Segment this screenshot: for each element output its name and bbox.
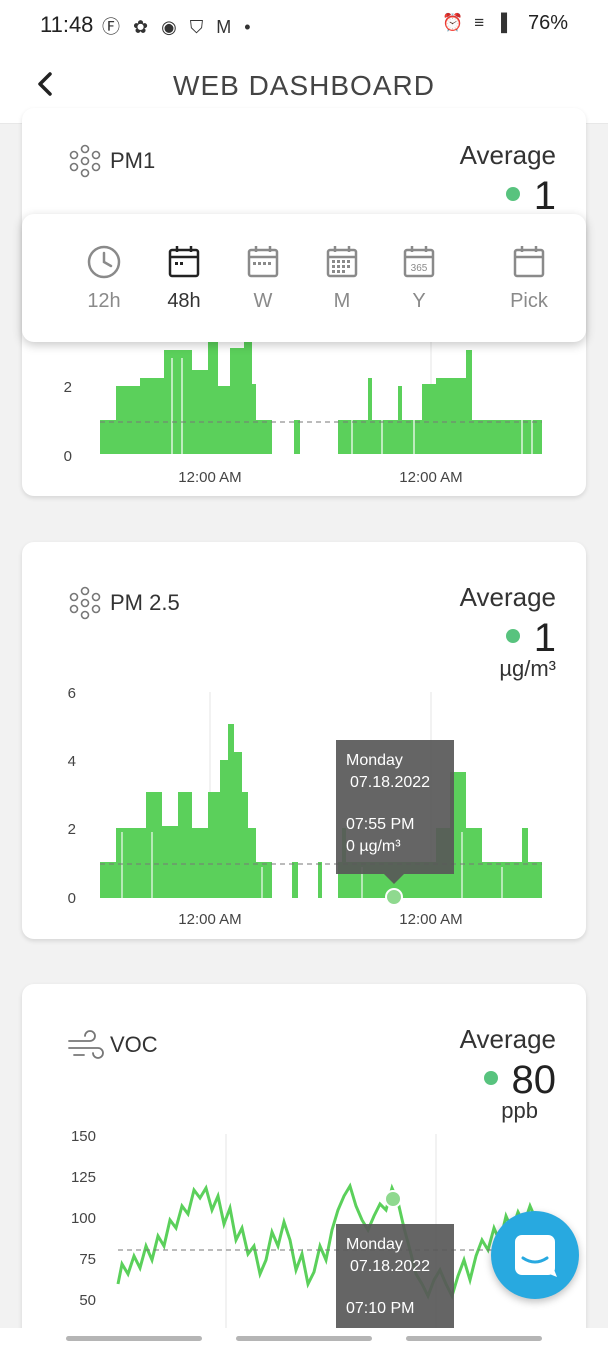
hover-point (384, 1190, 402, 1208)
average-unit: µg/m³ (499, 656, 556, 681)
range-label: M (333, 290, 351, 312)
status-bar: 11:48 Ⓕ ✿ ◉ ⛉ M • ⏰ ≡ ▐ 76% (0, 0, 608, 50)
chart-tooltip: Monday 07.18.2022 07:55 PM 0 µg/m³ (336, 740, 454, 884)
average-unit: ppb (501, 1098, 538, 1123)
hover-point (385, 888, 403, 906)
back-arrow-icon[interactable] (30, 66, 60, 102)
status-time: 11:48 (40, 12, 94, 37)
range-label: Pick (510, 290, 548, 312)
pm25-series-fill (100, 724, 542, 898)
calendar-365-icon: 365 (403, 246, 435, 278)
average-label: Average (459, 140, 556, 170)
range-option-12h[interactable]: 12h (74, 244, 134, 313)
system-nav-bar (0, 1328, 608, 1350)
notification-icons: Ⓕ ✿ ◉ ⛉ M • (102, 17, 255, 37)
average-label: Average (459, 1024, 556, 1054)
tooltip-time: 07:10 PM (346, 1300, 415, 1317)
particles-icon (69, 586, 101, 620)
voc-chart[interactable]: 150 125 100 75 50 (22, 984, 586, 1350)
metric-name: PM1 (110, 148, 156, 173)
range-label: 12h (87, 290, 121, 312)
pm25-x-tick: 12:00 AM (399, 911, 462, 928)
metric-name: VOC (110, 1032, 158, 1057)
clock-icon (87, 245, 121, 279)
pm1-y-tick: 2 (64, 379, 72, 396)
calendar-pick-icon (513, 246, 545, 278)
calendar-month-icon (326, 246, 358, 278)
range-option-pick[interactable]: Pick (499, 244, 559, 313)
calendar-week-icon (247, 246, 279, 278)
pm1-series-fill (100, 338, 504, 454)
tooltip-value: 0 µg/m³ (346, 838, 401, 855)
pm1-y-tick: 0 (64, 448, 72, 465)
voc-card[interactable]: VOC Average 80 ppb 150 125 100 75 50 Mon… (22, 984, 586, 1350)
pm25-y-tick: 6 (68, 685, 76, 702)
status-dot (483, 1071, 498, 1086)
chat-icon (515, 1235, 557, 1277)
pm25-y-tick: 4 (68, 753, 76, 770)
voc-y-tick: 75 (79, 1251, 96, 1268)
metric-name: PM 2.5 (110, 590, 180, 615)
range-label: Y (412, 290, 426, 312)
tooltip-time: 07:55 PM (346, 816, 415, 833)
nav-back[interactable] (406, 1336, 542, 1341)
pm1-series-fill-b (442, 420, 542, 454)
range-option-month[interactable]: M (312, 244, 372, 313)
svg-text:365: 365 (411, 263, 428, 274)
pm25-chart[interactable]: 6 4 2 0 12:00 AM 12:00 AM (22, 542, 586, 939)
system-icons: ⏰ ≡ ▐ (442, 13, 510, 32)
nav-home[interactable] (236, 1336, 372, 1341)
voc-y-tick: 50 (79, 1292, 96, 1309)
pm25-x-tick: 12:00 AM (178, 911, 241, 928)
status-dot (505, 187, 520, 202)
voc-y-tick: 125 (71, 1169, 96, 1186)
tooltip-day: Monday (346, 752, 403, 769)
tooltip-date: 07.18.2022 (350, 1258, 431, 1275)
pm25-y-tick: 0 (68, 890, 76, 907)
range-option-week[interactable]: W (233, 244, 293, 313)
particles-icon (69, 144, 101, 178)
range-option-year[interactable]: 365 Y (389, 244, 449, 313)
battery-percent: 76% (527, 12, 568, 34)
pm25-card[interactable]: PM 2.5 Average 1 µg/m³ 6 4 2 0 12:00 AM … (22, 542, 586, 939)
page-title: WEB DASHBOARD (173, 70, 435, 101)
wind-icon (68, 1030, 104, 1059)
nav-recents[interactable] (66, 1336, 202, 1341)
pm1-x-tick: 12:00 AM (178, 469, 241, 486)
range-label: W (253, 290, 273, 312)
voc-y-tick: 100 (71, 1210, 96, 1227)
average-value: 80 (483, 1058, 556, 1103)
pm1-chart[interactable]: 2 0 12:00 AM 12:00 AM (22, 108, 586, 496)
average-label: Average (459, 582, 556, 612)
voc-y-tick: 150 (71, 1128, 96, 1145)
average-value: 1 (505, 616, 556, 661)
voc-series-line (116, 1182, 544, 1301)
range-label: 48h (167, 290, 201, 312)
tooltip-date: 07.18.2022 (350, 774, 431, 791)
tooltip-day: Monday (346, 1236, 403, 1253)
status-dot (505, 629, 520, 644)
time-range-selector: 12h 48h W M (22, 214, 586, 342)
pm25-y-tick: 2 (68, 821, 76, 838)
calendar-icon (168, 246, 200, 278)
pm1-x-tick: 12:00 AM (399, 469, 462, 486)
average-value: 1 (505, 174, 556, 219)
range-option-48h[interactable]: 48h (154, 244, 214, 313)
chat-button[interactable] (491, 1211, 579, 1299)
